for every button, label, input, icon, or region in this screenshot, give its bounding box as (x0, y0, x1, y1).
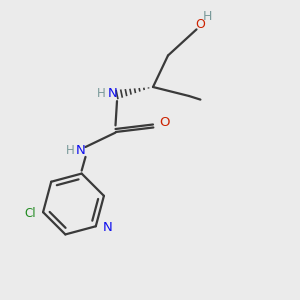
Text: H: H (203, 10, 213, 23)
Text: N: N (76, 144, 86, 157)
Text: Cl: Cl (25, 207, 37, 220)
Text: O: O (196, 18, 205, 31)
Text: O: O (160, 116, 170, 130)
Text: N: N (108, 87, 117, 100)
Text: H: H (66, 144, 74, 157)
Text: H: H (97, 87, 106, 100)
Text: N: N (102, 221, 112, 234)
